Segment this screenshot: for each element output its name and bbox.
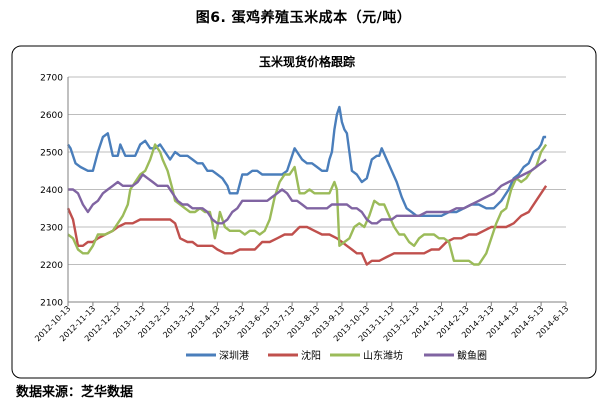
series-line-2 [66,185,548,266]
axes [67,77,566,303]
legend-label: 山东潍坊 [363,349,403,362]
series-line-1 [66,105,547,217]
y-tick-label: 2700 [40,74,63,84]
series-line-4 [68,158,547,225]
source-note: 数据来源：芝华数据 [16,385,134,400]
y-tick-label: 2100 [40,299,63,309]
y-axis-ticks: 2100 2200 2300 2400 2500 2600 2700 [40,74,63,309]
legend: 深圳港 沈阳 山东潍坊 鲅鱼圈 [186,349,487,362]
chart-title: 玉米现货价格跟踪 [259,54,355,69]
legend-label: 深圳港 [219,350,249,362]
y-tick-label: 2300 [40,224,63,234]
series-line-3 [67,143,548,266]
legend-label: 沈阳 [301,349,321,362]
y-tick-label: 2500 [40,149,63,159]
legend-label: 鲅鱼圈 [457,349,487,362]
y-tick-label: 2400 [40,186,63,196]
figure-title: 图6. 蛋鸡养殖玉米成本（元/吨） [195,10,412,26]
y-tick-label: 2600 [40,111,63,121]
y-tick-label: 2200 [40,261,63,271]
series-lines [66,105,548,266]
chart-frame [11,45,597,379]
